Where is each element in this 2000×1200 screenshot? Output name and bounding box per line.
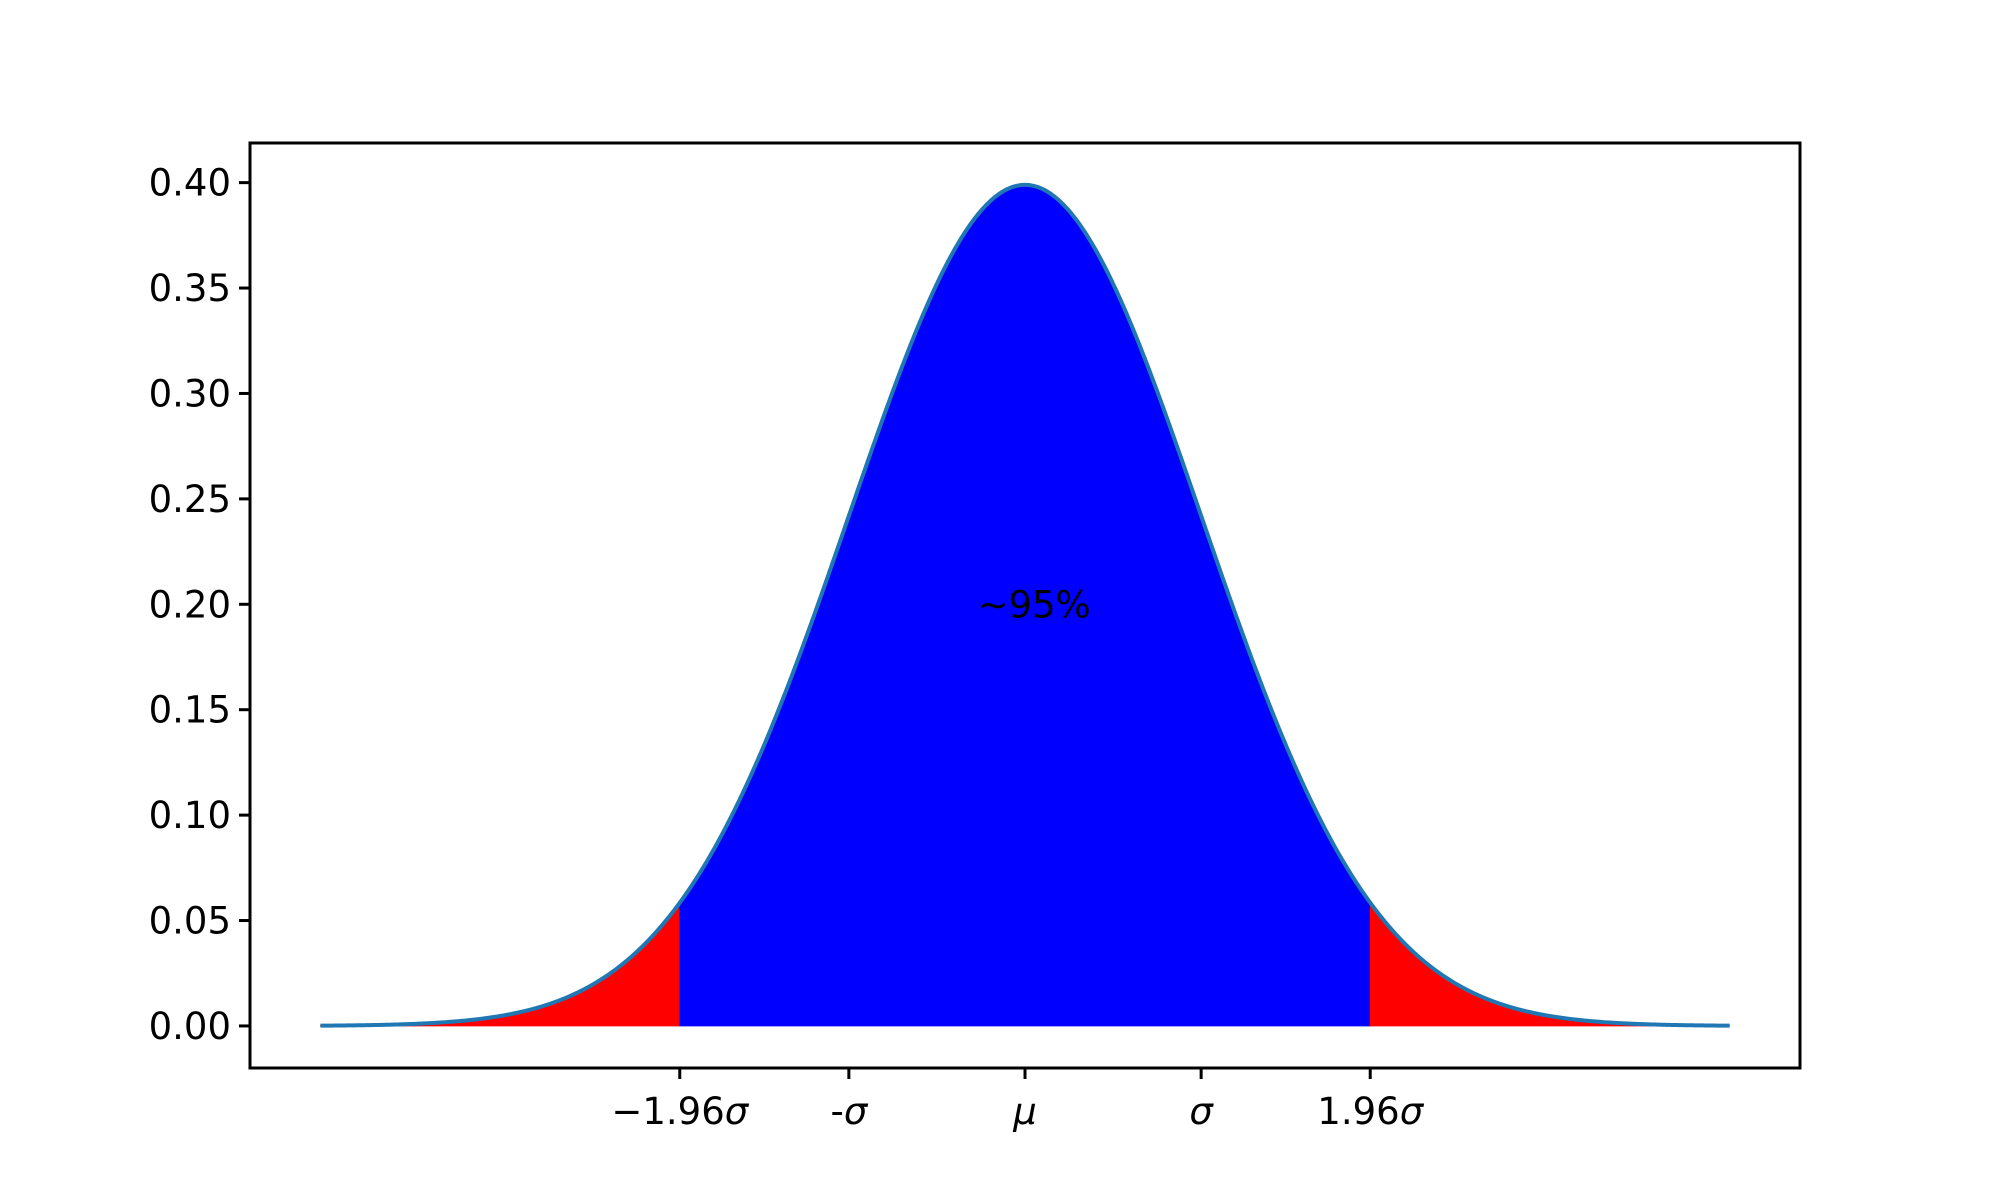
x-tick-label: 1.96σ — [1317, 1090, 1424, 1133]
x-tick-label-symbol: σ — [844, 1090, 869, 1133]
y-tick-label: 0.00 — [149, 1005, 231, 1048]
y-tick-label: 0.25 — [149, 478, 231, 521]
x-tick-label-symbol: σ — [1400, 1090, 1425, 1133]
y-tick-label: 0.30 — [149, 372, 231, 415]
y-tick-label: 0.35 — [149, 267, 231, 310]
x-tick-label-symbol: σ — [1189, 1090, 1214, 1133]
x-tick-label-number: −1.96 — [611, 1090, 724, 1133]
x-tick-label: μ — [1012, 1090, 1037, 1133]
plot-area: ~95% — [320, 182, 1730, 1028]
y-tick-label: 0.20 — [149, 583, 231, 626]
x-tick-label: −1.96σ — [611, 1090, 749, 1133]
x-tick-label-number: 1.96 — [1317, 1090, 1399, 1133]
x-tick-label-symbol: μ — [1012, 1090, 1037, 1133]
axes-frame — [248, 141, 1802, 1070]
y-axis: 0.00 0.05 0.10 0.15 0.20 0.25 0.30 0.35 0.40 — [149, 162, 250, 1048]
x-tick-label-number: - — [830, 1090, 843, 1133]
y-tick-label: 0.05 — [149, 900, 231, 943]
y-tick-label: 0.10 — [149, 794, 231, 837]
pdf-curve — [320, 182, 1730, 1028]
central-percentage-annotation: ~95% — [977, 583, 1090, 626]
x-tick-label: σ — [1189, 1090, 1214, 1133]
x-tick-label-symbol: σ — [725, 1090, 750, 1133]
x-axis: −1.96σ -σ μ σ 1.96σ — [611, 1068, 1425, 1133]
y-tick-label: 0.15 — [149, 689, 231, 732]
y-tick-label: 0.40 — [149, 162, 231, 205]
x-tick-label: -σ — [830, 1090, 868, 1133]
